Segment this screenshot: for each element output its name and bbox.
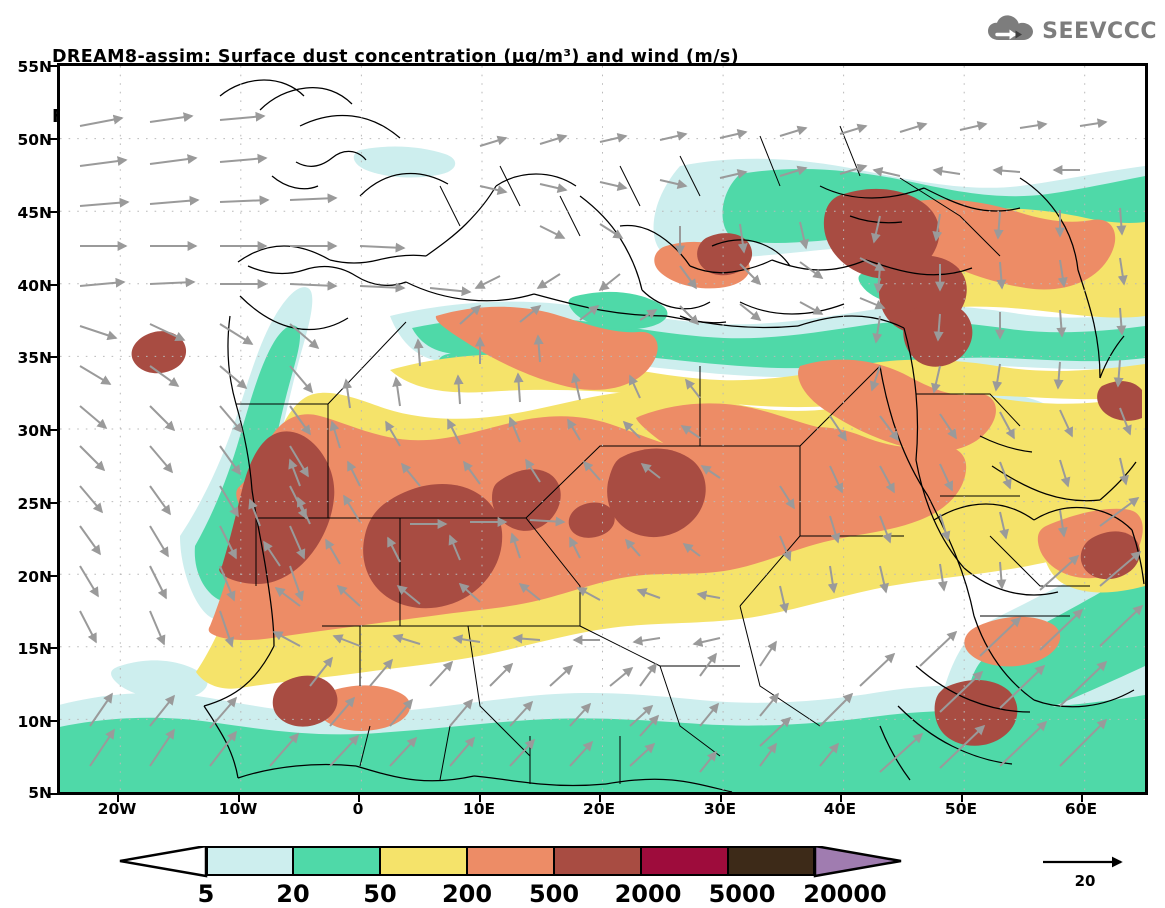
y-axis-label: 45N (17, 204, 52, 222)
y-tick (48, 429, 57, 431)
map-canvas (60, 66, 1145, 792)
y-axis-label: 25N (17, 495, 52, 513)
title-line-1: DREAM8-assim: Surface dust concentration… (52, 47, 740, 67)
colorbar-tick-label: 2000 (614, 880, 682, 908)
gridline-layer (60, 66, 1145, 792)
colorbar-band-20-50 (293, 846, 380, 876)
y-tick (48, 138, 57, 140)
x-axis-label: 10W (218, 800, 258, 818)
y-axis-label: 5N (28, 784, 52, 802)
colorbar-tick-label: 500 (528, 880, 580, 908)
x-tick (117, 793, 119, 802)
colorbar-bands (206, 846, 815, 876)
x-tick (961, 793, 963, 802)
colorbar-tick-label: 200 (441, 880, 493, 908)
x-tick (599, 793, 601, 802)
colorbar-tick-label: 5 (197, 880, 215, 908)
x-axis-label: 20W (97, 800, 137, 818)
colorbar-band-2000-5000 (641, 846, 728, 876)
logo-text: SEEVCCC (1042, 18, 1157, 44)
x-axis-label: 0 (352, 800, 364, 818)
coastline-layer (203, 79, 1145, 792)
dust-field-layer (60, 66, 1145, 792)
y-axis-label: 15N (17, 640, 52, 658)
x-axis-label: 50E (944, 800, 978, 818)
y-tick (48, 284, 57, 286)
y-axis-label: 10N (17, 713, 52, 731)
y-tick (48, 502, 57, 504)
cloud-wind-icon (988, 15, 1034, 40)
wind-scale-key: 20 (1035, 854, 1135, 890)
dust-concentration-map (60, 66, 1145, 792)
wind-key-arrow-icon (1043, 856, 1123, 868)
x-tick (358, 793, 360, 802)
colorbar-tick-label: 20 (276, 880, 310, 908)
y-axis-label: 55N (17, 58, 52, 76)
colorbar-band-5000-20000 (728, 846, 815, 876)
wind-vector-layer (79, 111, 1144, 773)
colorbar-band-5-20 (206, 846, 293, 876)
y-axis-label: 20N (17, 568, 52, 586)
seevccc-logo: SEEVCCC (987, 14, 1157, 48)
y-tick (48, 720, 57, 722)
y-tick (48, 211, 57, 213)
y-tick (48, 65, 57, 67)
y-tick (48, 793, 57, 795)
x-axis-label: 20E (582, 800, 616, 818)
y-tick (48, 647, 57, 649)
wind-key-label: 20 (1074, 872, 1096, 890)
x-tick (840, 793, 842, 802)
map-plot-area (57, 63, 1148, 795)
colorbar-band-500-2000 (554, 846, 641, 876)
colorbar-tick-label: 50 (363, 880, 397, 908)
y-axis-label: 40N (17, 277, 52, 295)
y-axis-label: 30N (17, 422, 52, 440)
x-axis-label: 40E (823, 800, 857, 818)
colorbar-tick-label: 5000 (708, 880, 776, 908)
colorbar: 5 20 50 200 500 2000 5000 20000 20 (0, 838, 1165, 908)
x-tick (720, 793, 722, 802)
y-axis-label: 35N (17, 349, 52, 367)
colorbar-band-50-200 (380, 846, 467, 876)
colorbar-over-cap (813, 846, 902, 878)
y-axis-label: 50N (17, 131, 52, 149)
x-axis-label: 10E (462, 800, 496, 818)
colorbar-end-caps (119, 846, 902, 878)
y-tick (48, 356, 57, 358)
x-tick (1081, 793, 1083, 802)
colorbar-tick-label: 20000 (803, 880, 887, 908)
x-axis-label: 30E (703, 800, 737, 818)
x-axis-label: 60E (1064, 800, 1098, 818)
y-tick (48, 575, 57, 577)
colorbar-band-200-500 (467, 846, 554, 876)
x-tick (238, 793, 240, 802)
x-tick (479, 793, 481, 802)
colorbar-under-cap (119, 846, 208, 878)
